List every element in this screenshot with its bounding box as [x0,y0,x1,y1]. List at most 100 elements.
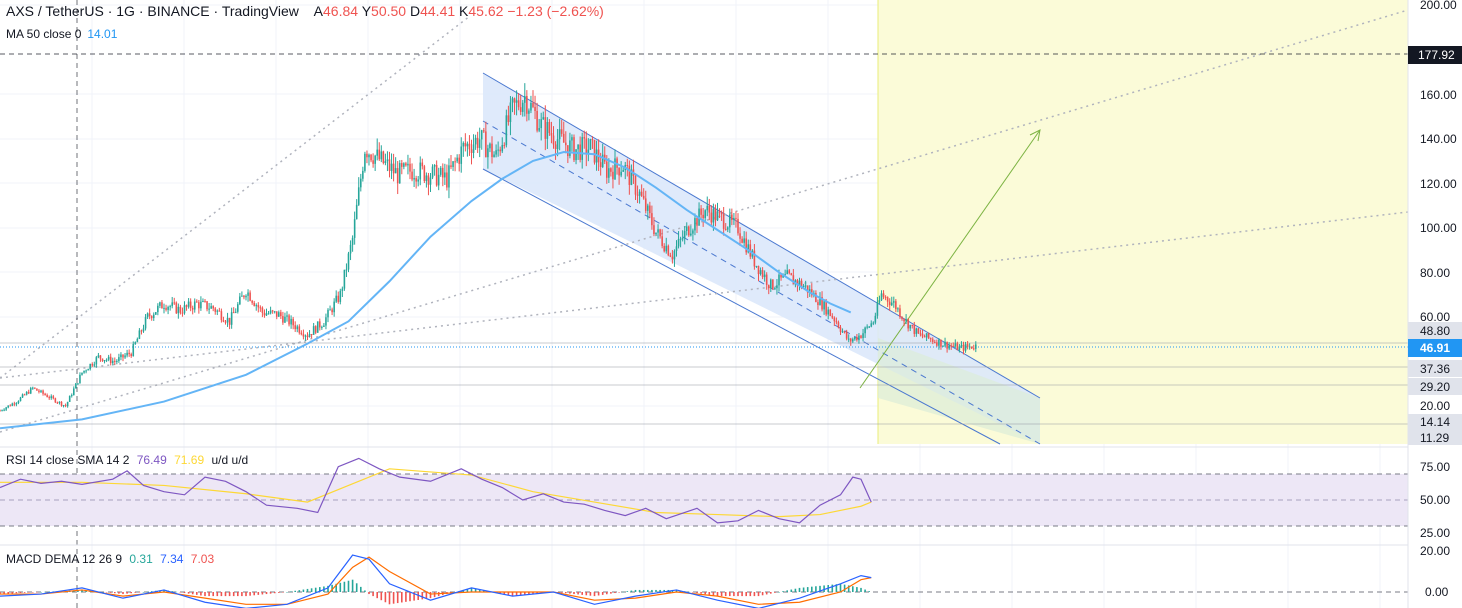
candle-body [419,162,422,180]
candle-body [452,161,454,168]
interval[interactable]: 1G [116,3,135,19]
candle-body [366,153,368,158]
candle-body [642,195,645,199]
candle-body [392,163,395,174]
candle-body [587,149,590,155]
candle-body [109,356,112,364]
macd-hist-bar [290,591,292,592]
candle-body [931,339,934,342]
macd-hist-bar [601,592,604,595]
candle-body [940,339,942,347]
candle-body [923,336,926,338]
price-axis-background[interactable] [1408,0,1462,608]
candle-body [737,218,739,234]
macd-hist-bar [306,588,309,592]
candle-body [651,213,653,226]
macd-hist-bar [577,592,579,595]
candle-body [204,300,206,302]
candle-body [476,137,479,148]
candle-body [808,289,811,293]
macd-hist-bar [622,591,624,593]
price-tick: 80.00 [1420,266,1450,280]
macd-hist-bar [614,592,616,594]
macd-hist-bar [105,592,108,593]
candle-body [439,167,442,175]
macd-legend[interactable]: MACD DEMA 12 26 9 0.31 7.34 7.03 [6,552,214,566]
candle-body [718,211,721,213]
candle-body [526,95,528,114]
macd-hist-bar [466,588,469,592]
candle-body [32,387,34,389]
macd-hist-bar [401,592,403,603]
candle-body [329,309,331,311]
candle-body [130,354,132,357]
macd-hist-bar [831,584,834,592]
candle-body [964,344,967,351]
candle-body [234,311,237,313]
candle-body [362,170,364,179]
candle-body [390,163,393,171]
candle-body [187,301,190,307]
candle-body [206,301,208,310]
candle-body [46,395,48,398]
symbol-name[interactable]: AXS / TetherUS [6,3,104,19]
candle-body [919,333,922,335]
candle-body [823,301,825,310]
macd-hist-bar [130,592,132,594]
ma-legend[interactable]: MA 50 close 0 14.01 [6,27,117,41]
candle-body [552,135,555,145]
macd-hist-bar [228,592,231,597]
candle-body [700,208,702,215]
trend-fan-2 [0,9,1409,433]
candle-body [193,301,196,310]
macd-hist-bar [134,592,137,593]
candle-body [212,306,214,309]
candle-body [618,167,620,176]
candle-body [601,154,604,168]
candle-body [23,394,26,396]
candle-body [612,171,614,180]
candle-body [591,139,594,141]
candle-body [267,313,270,315]
macd-hist-bar [474,588,477,592]
candle-body [644,198,647,211]
candle-body [360,178,362,188]
candle-body [222,320,225,322]
macd-hist-bar [417,592,419,600]
candle-body [550,133,553,136]
candle-body [48,397,50,399]
candle-body [554,144,557,150]
candle-body [116,360,118,362]
macd-hist-bar [187,592,190,594]
candle-body [146,313,149,318]
candle-body [44,393,46,396]
candle-body [927,333,930,339]
candle-body [480,130,483,140]
macd-hist-bar [355,583,358,592]
candle-body [401,163,403,167]
candle-body [357,187,360,205]
candle-body [13,403,16,405]
macd-hist-bar [483,590,485,592]
candle-body [864,327,866,334]
candle-body [134,342,137,345]
last-price-text: 46.91 [1420,341,1450,355]
candle-body [905,319,907,322]
candle-body [917,328,920,334]
rsi-legend[interactable]: RSI 14 close SMA 14 2 76.49 71.69 u/d u/… [6,453,248,467]
level-tag-c-text: 29.20 [1420,380,1450,394]
candle-body [152,314,155,319]
macd-hist-bar [77,590,79,592]
candle-body [111,360,114,364]
macd-hist-bar [237,592,239,597]
regression-channel-projection [878,338,1040,444]
candle-body [874,315,877,323]
macd-hist-bar [774,592,776,593]
close-value: 45.62 [468,3,504,19]
macd-hist-bar [241,592,243,597]
candle-body [577,144,579,150]
candle-body [573,137,575,161]
candle-body [530,102,532,111]
macd-hist-bar [81,589,83,592]
